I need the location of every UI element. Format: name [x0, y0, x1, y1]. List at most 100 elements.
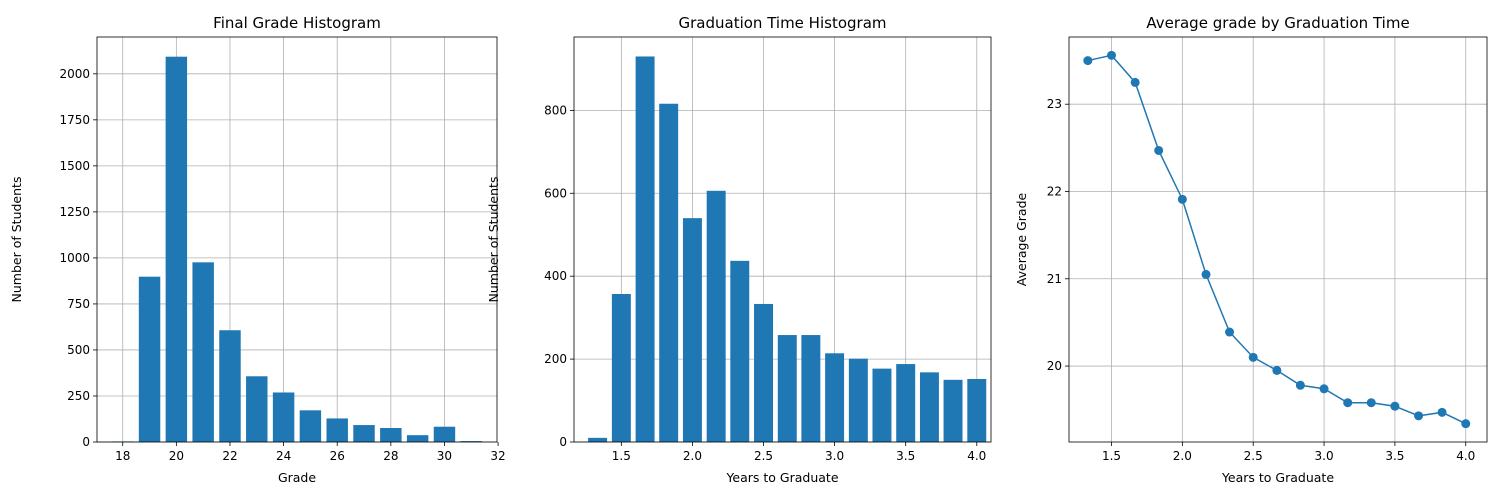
y-tick-label: 1500 — [59, 159, 90, 173]
data-point — [1177, 194, 1187, 204]
data-point — [1437, 407, 1447, 417]
bar — [165, 56, 188, 443]
axes-frame — [573, 36, 992, 443]
bar — [272, 392, 295, 442]
x-axis-label: Grade — [278, 470, 316, 485]
data-point — [1083, 56, 1093, 66]
data-point — [1461, 419, 1471, 429]
x-tick-label: 32 — [490, 449, 505, 463]
x-tick-label: 26 — [330, 449, 345, 463]
x-tick-label: 30 — [437, 449, 452, 463]
data-point — [1390, 401, 1400, 411]
bar — [825, 353, 845, 442]
bar — [943, 379, 963, 442]
y-axis-label: Average Grade — [1014, 192, 1029, 286]
chart-3: 1.5 2.0 2.5 3.0 3.5 4.0 20 21 22 23 Average grade … — [1014, 14, 1488, 485]
data-point — [1154, 145, 1164, 155]
x-tick-label: 18 — [115, 449, 130, 463]
y-tick-label: 1000 — [59, 251, 90, 265]
x-tick-label: 4.0 — [1456, 449, 1475, 463]
bar — [659, 103, 679, 442]
data-point — [1366, 398, 1376, 408]
bar — [919, 372, 939, 442]
data-point — [1319, 384, 1329, 394]
bar — [706, 190, 726, 442]
y-tick-label: 1250 — [59, 205, 90, 219]
bar — [380, 428, 402, 442]
x-tick-label: 24 — [276, 449, 291, 463]
y-tick-label: 400 — [544, 269, 567, 283]
y-tick-label: 21 — [1047, 272, 1062, 286]
bar — [754, 303, 773, 442]
x-tick-label: 28 — [383, 449, 398, 463]
axes-frame — [1068, 36, 1488, 443]
bar — [730, 260, 750, 442]
chart-title: Average grade by Graduation Time — [1146, 14, 1409, 32]
bar — [848, 358, 868, 442]
y-tick-label: 0 — [559, 435, 567, 449]
y-tick-label: 250 — [67, 389, 90, 403]
x-tick-label: 1.5 — [1102, 449, 1121, 463]
y-tick-label: 500 — [67, 343, 90, 357]
y-tick-label: 600 — [544, 186, 567, 200]
data-point — [1295, 380, 1305, 390]
bar — [588, 437, 608, 442]
x-tick-label: 2.0 — [1173, 449, 1192, 463]
x-tick-label: 3.5 — [896, 449, 915, 463]
y-tick-label: 22 — [1047, 184, 1062, 198]
y-tick-label: 200 — [544, 352, 567, 366]
bar — [801, 335, 821, 442]
x-tick-label: 22 — [222, 449, 237, 463]
x-tick-label: 2.0 — [683, 449, 702, 463]
chart-title: Graduation Time Histogram — [679, 14, 887, 32]
bar — [611, 294, 631, 442]
x-tick-label: 3.5 — [1385, 449, 1404, 463]
data-point — [1248, 352, 1258, 362]
bar — [896, 364, 916, 442]
x-tick-label: 2.5 — [754, 449, 773, 463]
bar — [777, 335, 797, 442]
x-tick-label: 4.0 — [967, 449, 986, 463]
data-point — [1107, 50, 1117, 60]
x-tick-label: 1.5 — [612, 449, 631, 463]
chart-2: 1.5 2.0 2.5 3.0 3.5 4.0 0 200 400 600 800 Graduatio… — [486, 14, 992, 485]
x-axis-label: Years to Graduate — [1221, 470, 1334, 485]
bar — [299, 410, 322, 442]
y-tick-label: 0 — [82, 435, 90, 449]
x-axis-label: Years to Graduate — [725, 470, 838, 485]
x-tick-label: 2.5 — [1244, 449, 1263, 463]
bar — [406, 435, 429, 442]
bar — [138, 276, 161, 442]
y-axis-label: Number of Students — [486, 177, 501, 303]
bar — [872, 368, 892, 442]
data-point — [1201, 269, 1211, 279]
bar — [682, 218, 702, 442]
y-tick-label: 20 — [1047, 359, 1062, 373]
chart-title: Final Grade Histogram — [213, 14, 381, 32]
bar — [326, 418, 348, 442]
data-point — [1272, 365, 1282, 375]
y-tick-label: 800 — [544, 103, 567, 117]
x-tick-label: 3.0 — [825, 449, 844, 463]
data-point — [1225, 327, 1235, 337]
bar — [967, 378, 987, 442]
bar — [460, 441, 482, 442]
bar — [353, 425, 375, 442]
y-tick-label: 750 — [67, 297, 90, 311]
x-tick-label: 3.0 — [1315, 449, 1334, 463]
x-tick-label: 20 — [169, 449, 184, 463]
y-tick-label: 2000 — [59, 67, 90, 81]
y-axis-label: Number of Students — [9, 177, 24, 303]
chart-1: 18 20 22 24 26 28 30 32 0 250 500 750 1000 1250 1500 17… — [9, 14, 506, 485]
bar — [219, 330, 241, 442]
y-tick-label: 1750 — [59, 113, 90, 127]
data-point — [1414, 411, 1424, 421]
data-point — [1130, 77, 1140, 87]
bar — [192, 262, 214, 442]
bar — [246, 376, 268, 442]
bar — [433, 426, 456, 442]
data-point — [1343, 398, 1353, 408]
axes-frame — [96, 36, 498, 443]
y-tick-label: 23 — [1047, 97, 1062, 111]
